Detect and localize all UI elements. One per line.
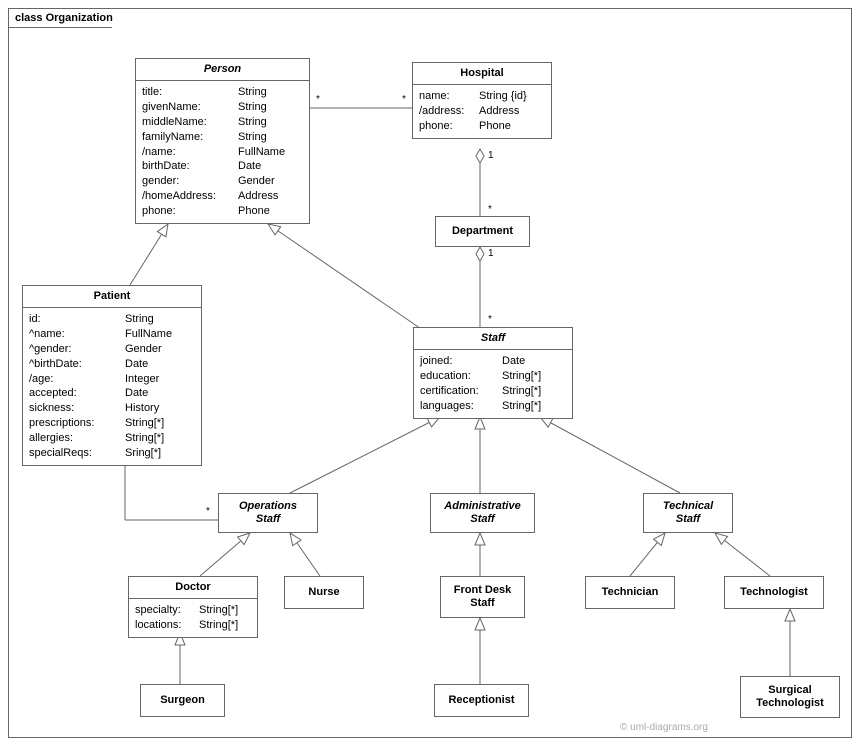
attr-row: /address:Address (419, 104, 545, 119)
class-hospital: Hospital name:String {id}/address:Addres… (412, 62, 552, 139)
class-person: Person title:StringgivenName:Stringmiddl… (135, 58, 310, 224)
attr-row: languages:String[*] (420, 399, 566, 414)
class-surgeon: Surgeon (140, 684, 225, 717)
mult-hosp-dept-1: 1 (488, 150, 494, 161)
class-patient-title: Patient (23, 286, 201, 308)
class-hospital-attrs: name:String {id}/address:Addressphone:Ph… (413, 85, 551, 138)
attr-row: givenName:String (142, 100, 303, 115)
attr-row: ^birthDate:Date (29, 357, 195, 372)
attr-row: name:String {id} (419, 89, 545, 104)
attr-row: locations:String[*] (135, 618, 251, 633)
mult-hospital-side: * (402, 94, 406, 105)
attr-row: birthDate:Date (142, 159, 303, 174)
attr-row: ^name:FullName (29, 327, 195, 342)
class-nurse: Nurse (284, 576, 364, 609)
attr-row: specialty:String[*] (135, 603, 251, 618)
attr-row: /name:FullName (142, 145, 303, 160)
class-surgical-technologist: Surgical Technologist (740, 676, 840, 718)
class-doctor-attrs: specialty:String[*]locations:String[*] (129, 599, 257, 637)
attr-row: /age:Integer (29, 372, 195, 387)
attr-row: ^gender:Gender (29, 342, 195, 357)
class-front-desk-staff: Front Desk Staff (440, 576, 525, 618)
attr-row: allergies:String[*] (29, 431, 195, 446)
attr-row: title:String (142, 85, 303, 100)
attr-row: familyName:String (142, 130, 303, 145)
attr-row: phone:Phone (419, 119, 545, 134)
attr-row: specialReqs:Sring[*] (29, 446, 195, 461)
attr-row: joined:Date (420, 354, 566, 369)
class-patient-attrs: id:String^name:FullName^gender:Gender^bi… (23, 308, 201, 464)
class-person-attrs: title:StringgivenName:StringmiddleName:S… (136, 81, 309, 223)
attr-row: education:String[*] (420, 369, 566, 384)
class-doctor-title: Doctor (129, 577, 257, 599)
mult-hosp-dept-star: * (488, 204, 492, 215)
class-hospital-title: Hospital (413, 63, 551, 85)
class-patient: Patient id:String^name:FullName^gender:G… (22, 285, 202, 466)
class-staff-title: Staff (414, 328, 572, 350)
class-staff-attrs: joined:Dateeducation:String[*]certificat… (414, 350, 572, 417)
attr-row: phone:Phone (142, 204, 303, 219)
attr-row: sickness:History (29, 401, 195, 416)
mult-ops-star: * (206, 506, 210, 517)
attr-row: prescriptions:String[*] (29, 416, 195, 431)
mult-dept-staff-star: * (488, 314, 492, 325)
class-technical-staff: Technical Staff (643, 493, 733, 533)
class-technologist: Technologist (724, 576, 824, 609)
package-label: class Organization (8, 8, 122, 28)
class-administrative-staff: Administrative Staff (430, 493, 535, 533)
mult-person-side: * (316, 94, 320, 105)
attr-row: accepted:Date (29, 386, 195, 401)
class-technician: Technician (585, 576, 675, 609)
attr-row: id:String (29, 312, 195, 327)
attr-row: middleName:String (142, 115, 303, 130)
class-doctor: Doctor specialty:String[*]locations:Stri… (128, 576, 258, 638)
mult-dept-staff-1: 1 (488, 248, 494, 259)
watermark: © uml-diagrams.org (620, 722, 708, 733)
class-staff: Staff joined:Dateeducation:String[*]cert… (413, 327, 573, 419)
attr-row: /homeAddress:Address (142, 189, 303, 204)
class-receptionist: Receptionist (434, 684, 529, 717)
attr-row: certification:String[*] (420, 384, 566, 399)
uml-diagram-canvas: class Organization (0, 0, 860, 747)
class-department: Department (435, 216, 530, 247)
class-person-title: Person (136, 59, 309, 81)
class-operations-staff: Operations Staff (218, 493, 318, 533)
attr-row: gender:Gender (142, 174, 303, 189)
